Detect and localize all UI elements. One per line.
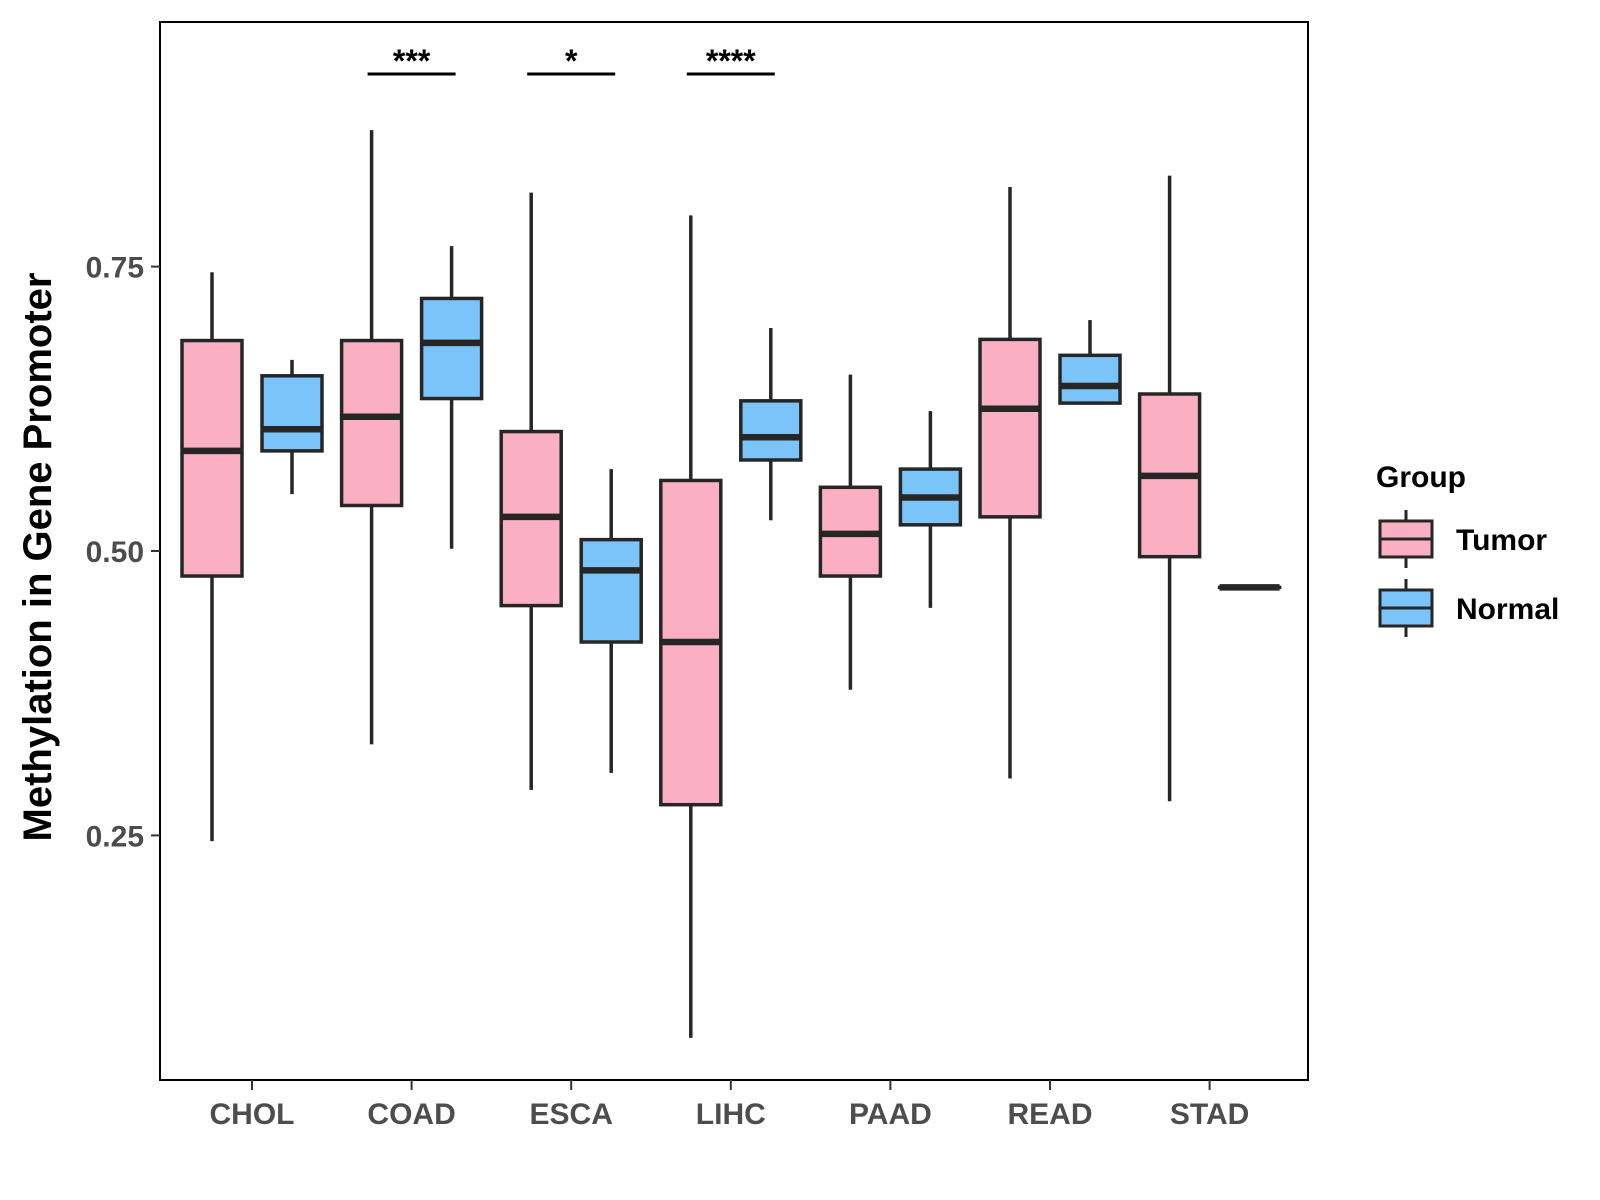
box-normal-paad (898, 411, 963, 608)
legend-title: Group (1376, 461, 1466, 494)
y-axis-label: Methylation in Gene Promoter (16, 273, 60, 842)
box-normal-esca (579, 469, 643, 773)
legend-item-normal: Normal (1378, 579, 1559, 637)
x-tick-label: READ (1007, 1098, 1092, 1131)
box-normal-lihc (739, 328, 803, 521)
box-tumor-lihc (659, 215, 723, 1038)
legend-label: Tumor (1456, 524, 1547, 557)
box-body (1058, 353, 1122, 405)
y-tick-label: 0.50 (86, 536, 144, 569)
y-tick-label: 0.75 (86, 252, 144, 285)
box-body (419, 296, 484, 401)
box-body (339, 338, 404, 508)
box-tumor-read (978, 186, 1042, 779)
box-body (180, 338, 244, 578)
box-tumor-esca (499, 192, 563, 790)
box-body (579, 537, 643, 644)
box-tumor-stad (1137, 175, 1202, 802)
box-normal-read (1058, 320, 1122, 405)
y-tick-label: 0.25 (86, 820, 144, 853)
box-normal-chol (260, 359, 324, 495)
legend: Group Tumor Normal (1376, 461, 1559, 637)
box-body (739, 399, 803, 462)
plot-frame (159, 21, 1309, 1081)
box-body (260, 374, 324, 453)
significance-label: * (565, 43, 578, 79)
legend-item-tumor: Tumor (1378, 510, 1547, 568)
box-tumor-chol (180, 272, 244, 842)
x-tick-label: CHOL (210, 1098, 295, 1131)
x-tick-label: STAD (1170, 1098, 1249, 1131)
box-tumor-paad (818, 374, 883, 690)
x-tick-label: ESCA (530, 1098, 613, 1131)
x-tick-label: COAD (367, 1098, 455, 1131)
box-body (978, 337, 1042, 519)
x-tick-label: PAAD (849, 1098, 932, 1131)
significance-label: *** (393, 43, 431, 79)
legend-label: Normal (1456, 593, 1559, 626)
x-tick-label: LIHC (696, 1098, 766, 1131)
significance-label: **** (706, 43, 756, 79)
box-tumor-coad (339, 130, 404, 745)
box-normal-coad (419, 246, 484, 549)
